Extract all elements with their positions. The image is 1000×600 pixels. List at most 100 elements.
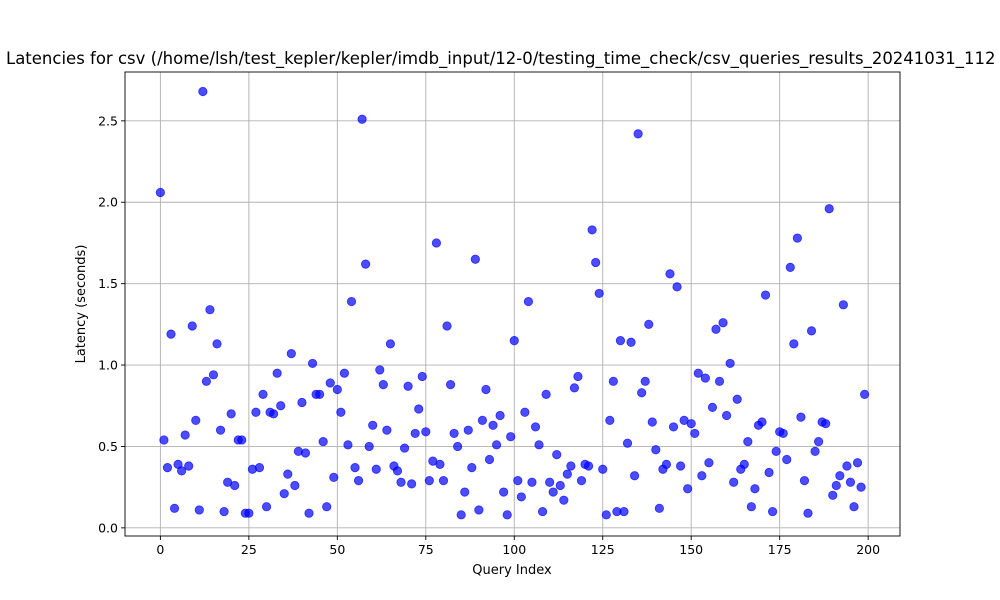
y-tick-label: 2.5 <box>98 113 118 128</box>
data-point <box>438 476 449 486</box>
data-point <box>403 381 413 391</box>
data-point <box>307 358 318 369</box>
data-point <box>860 389 870 399</box>
data-point <box>407 479 417 489</box>
x-tick-label: 150 <box>679 542 703 557</box>
data-points <box>155 86 870 520</box>
data-point <box>831 480 841 491</box>
data-point <box>686 419 696 429</box>
data-point <box>693 368 703 378</box>
data-point <box>838 300 848 310</box>
y-tick-label: 0.5 <box>98 439 118 454</box>
data-point <box>651 445 661 455</box>
data-point <box>683 484 693 494</box>
data-point <box>286 349 296 359</box>
data-point <box>746 502 756 512</box>
data-point <box>849 502 859 512</box>
y-tick-label: 2.0 <box>98 195 118 210</box>
data-point <box>799 476 810 486</box>
data-point <box>541 389 551 399</box>
data-point <box>615 336 626 346</box>
x-tick-label: 175 <box>768 542 792 557</box>
data-point <box>789 339 799 349</box>
data-point <box>810 446 820 456</box>
data-point <box>219 506 229 517</box>
data-point <box>718 318 728 328</box>
data-point <box>460 487 470 497</box>
data-point <box>785 262 795 272</box>
data-point <box>470 254 480 264</box>
data-point <box>778 428 788 439</box>
data-point <box>410 428 420 439</box>
data-point <box>368 420 378 430</box>
y-axis-ticks: 0.0 0.5 1.0 1.5 2.0 2.5 <box>98 113 125 535</box>
data-point <box>205 305 215 315</box>
data-point <box>208 370 219 380</box>
data-point <box>640 376 650 386</box>
data-point <box>764 467 774 478</box>
chart-title: Latencies for csv (/home/lsh/test_kepler… <box>6 49 996 69</box>
grid <box>125 72 900 536</box>
data-point <box>244 508 254 518</box>
data-point <box>414 404 424 414</box>
data-point <box>329 472 339 482</box>
data-point <box>552 449 562 460</box>
y-tick-label: 0.0 <box>98 520 118 535</box>
x-tick-label: 200 <box>856 542 880 557</box>
data-point <box>814 436 824 447</box>
data-point <box>215 425 226 435</box>
data-point <box>251 407 261 417</box>
x-axis-ticks: 0 25 50 75 100 125 150 175 200 <box>156 536 880 557</box>
data-point <box>254 463 265 473</box>
x-tick-label: 75 <box>418 542 434 557</box>
data-point <box>729 477 739 487</box>
data-point <box>732 394 742 404</box>
data-point <box>453 441 463 452</box>
data-point <box>155 187 165 198</box>
data-point <box>463 425 473 435</box>
data-point <box>622 438 633 448</box>
y-tick-label: 1.0 <box>98 358 118 373</box>
data-point <box>739 459 749 469</box>
data-point <box>191 415 201 426</box>
x-tick-label: 50 <box>329 542 345 557</box>
data-point <box>484 454 495 465</box>
data-point <box>502 510 512 520</box>
data-point <box>629 471 640 481</box>
data-point <box>261 502 272 512</box>
data-point <box>672 282 682 292</box>
data-point <box>520 407 530 417</box>
data-point <box>555 480 565 491</box>
data-point <box>824 204 834 214</box>
data-point <box>290 480 300 491</box>
data-point <box>513 476 523 486</box>
x-tick-label: 100 <box>502 542 526 557</box>
data-point <box>339 368 350 378</box>
data-point <box>796 412 806 422</box>
data-point <box>445 379 456 390</box>
data-point <box>371 464 381 474</box>
data-point <box>637 388 647 398</box>
data-point <box>583 461 594 471</box>
data-point <box>276 401 286 411</box>
data-point <box>647 417 657 427</box>
data-point <box>792 233 802 243</box>
x-tick-label: 25 <box>241 542 257 557</box>
data-point <box>608 376 618 386</box>
data-point <box>711 324 721 334</box>
data-point <box>318 436 328 447</box>
data-point <box>654 503 664 513</box>
data-point <box>527 477 537 487</box>
data-point <box>385 339 396 349</box>
data-point <box>697 471 707 481</box>
data-point <box>226 409 236 419</box>
data-point <box>162 463 173 473</box>
data-point <box>357 114 367 124</box>
data-point <box>212 339 222 349</box>
data-point <box>353 476 364 486</box>
data-point <box>661 459 672 469</box>
data-point <box>707 402 718 412</box>
data-point <box>449 428 459 439</box>
data-point <box>668 422 679 432</box>
data-point <box>530 422 541 432</box>
